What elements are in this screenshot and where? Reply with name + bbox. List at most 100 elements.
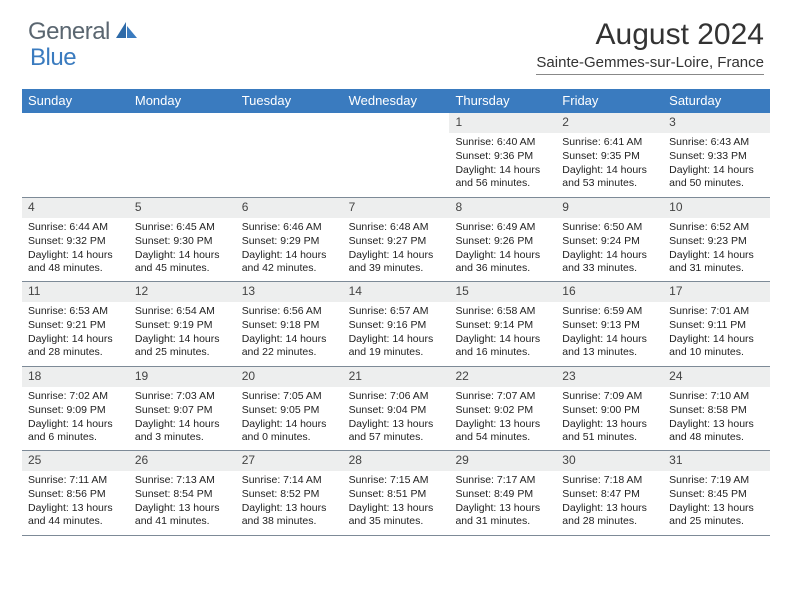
day-body: Sunrise: 7:18 AMSunset: 8:47 PMDaylight:… <box>556 471 663 535</box>
sunset-line: Sunset: 9:14 PM <box>455 319 550 332</box>
day-number: 7 <box>343 198 450 218</box>
sunrise-line: Sunrise: 6:46 AM <box>242 221 337 234</box>
day-body: Sunrise: 7:05 AMSunset: 9:05 PMDaylight:… <box>236 387 343 451</box>
day-header: Wednesday <box>343 89 450 113</box>
day-number: 14 <box>343 282 450 302</box>
day-cell: 12Sunrise: 6:54 AMSunset: 9:19 PMDayligh… <box>129 282 236 366</box>
sunrise-line: Sunrise: 6:56 AM <box>242 305 337 318</box>
daylight-line: Daylight: 14 hours and 33 minutes. <box>562 249 657 275</box>
sunset-line: Sunset: 9:21 PM <box>28 319 123 332</box>
daylight-line: Daylight: 14 hours and 0 minutes. <box>242 418 337 444</box>
location-label: Sainte-Gemmes-sur-Loire, France <box>536 54 764 75</box>
week-row: 1Sunrise: 6:40 AMSunset: 9:36 PMDaylight… <box>22 113 770 198</box>
day-body: Sunrise: 6:45 AMSunset: 9:30 PMDaylight:… <box>129 218 236 282</box>
sunset-line: Sunset: 9:36 PM <box>455 150 550 163</box>
sunrise-line: Sunrise: 6:57 AM <box>349 305 444 318</box>
logo: General <box>28 18 142 46</box>
day-body: Sunrise: 7:10 AMSunset: 8:58 PMDaylight:… <box>663 387 770 451</box>
day-number: 28 <box>343 451 450 471</box>
day-cell: 24Sunrise: 7:10 AMSunset: 8:58 PMDayligh… <box>663 367 770 451</box>
day-header: Thursday <box>449 89 556 113</box>
day-number: 4 <box>22 198 129 218</box>
day-cell: 14 Sunrise: 6:57 AMSunset: 9:16 PMDayligh… <box>343 282 450 366</box>
sunrise-line: Sunrise: 6:43 AM <box>669 136 764 149</box>
daylight-line: Daylight: 13 hours and 48 minutes. <box>669 418 764 444</box>
sunset-line: Sunset: 9:27 PM <box>349 235 444 248</box>
day-number: 21 <box>343 367 450 387</box>
day-cell: 22Sunrise: 7:07 AMSunset: 9:02 PMDayligh… <box>449 367 556 451</box>
day-cell: 17Sunrise: 7:01 AMSunset: 9:11 PMDayligh… <box>663 282 770 366</box>
sunrise-line: Sunrise: 7:02 AM <box>28 390 123 403</box>
day-cell: 6Sunrise: 6:46 AMSunset: 9:29 PMDaylight… <box>236 198 343 282</box>
day-number: 8 <box>449 198 556 218</box>
day-header-row: SundayMondayTuesdayWednesdayThursdayFrid… <box>22 89 770 113</box>
sunrise-line: Sunrise: 7:13 AM <box>135 474 230 487</box>
day-cell: 7Sunrise: 6:48 AMSunset: 9:27 PMDaylight… <box>343 198 450 282</box>
week-row: 4Sunrise: 6:44 AMSunset: 9:32 PMDaylight… <box>22 198 770 283</box>
day-body: Sunrise: 6:40 AMSunset: 9:36 PMDaylight:… <box>449 133 556 197</box>
day-header: Monday <box>129 89 236 113</box>
sunrise-line: Sunrise: 6:59 AM <box>562 305 657 318</box>
daylight-line: Daylight: 13 hours and 41 minutes. <box>135 502 230 528</box>
day-header: Saturday <box>663 89 770 113</box>
day-body: Sunrise: 6:58 AMSunset: 9:14 PMDaylight:… <box>449 302 556 366</box>
day-number: 26 <box>129 451 236 471</box>
sunrise-line: Sunrise: 6:41 AM <box>562 136 657 149</box>
day-body: Sunrise: 7:02 AMSunset: 9:09 PMDaylight:… <box>22 387 129 451</box>
sunrise-line: Sunrise: 7:10 AM <box>669 390 764 403</box>
daylight-line: Daylight: 14 hours and 48 minutes. <box>28 249 123 275</box>
day-number: 15 <box>449 282 556 302</box>
sunset-line: Sunset: 9:07 PM <box>135 404 230 417</box>
day-number: 5 <box>129 198 236 218</box>
sunrise-line: Sunrise: 7:09 AM <box>562 390 657 403</box>
sunrise-line: Sunrise: 6:50 AM <box>562 221 657 234</box>
daylight-line: Daylight: 14 hours and 53 minutes. <box>562 164 657 190</box>
day-header: Sunday <box>22 89 129 113</box>
daylight-line: Daylight: 14 hours and 3 minutes. <box>135 418 230 444</box>
day-number: 9 <box>556 198 663 218</box>
daylight-line: Daylight: 14 hours and 6 minutes. <box>28 418 123 444</box>
day-number: 24 <box>663 367 770 387</box>
sunrise-line: Sunrise: 6:49 AM <box>455 221 550 234</box>
sunset-line: Sunset: 9:16 PM <box>349 319 444 332</box>
daylight-line: Daylight: 13 hours and 57 minutes. <box>349 418 444 444</box>
day-body: Sunrise: 6:59 AMSunset: 9:13 PMDaylight:… <box>556 302 663 366</box>
day-body: Sunrise: 6:49 AMSunset: 9:26 PMDaylight:… <box>449 218 556 282</box>
day-number: 19 <box>129 367 236 387</box>
day-body: Sunrise: 6:43 AMSunset: 9:33 PMDaylight:… <box>663 133 770 197</box>
day-body: Sunrise: 7:14 AMSunset: 8:52 PMDaylight:… <box>236 471 343 535</box>
week-row: 25Sunrise: 7:11 AMSunset: 8:56 PMDayligh… <box>22 451 770 536</box>
month-title: August 2024 <box>536 18 764 52</box>
daylight-line: Daylight: 13 hours and 51 minutes. <box>562 418 657 444</box>
page-header: General August 2024 Sainte-Gemmes-sur-Lo… <box>0 0 792 83</box>
day-cell: 11Sunrise: 6:53 AMSunset: 9:21 PMDayligh… <box>22 282 129 366</box>
sunset-line: Sunset: 8:56 PM <box>28 488 123 501</box>
sunrise-line: Sunrise: 6:45 AM <box>135 221 230 234</box>
sunrise-line: Sunrise: 6:53 AM <box>28 305 123 318</box>
daylight-line: Daylight: 13 hours and 31 minutes. <box>455 502 550 528</box>
sunset-line: Sunset: 8:52 PM <box>242 488 337 501</box>
day-number: 16 <box>556 282 663 302</box>
day-body: Sunrise: 7:13 AMSunset: 8:54 PMDaylight:… <box>129 471 236 535</box>
day-header: Friday <box>556 89 663 113</box>
day-number: 18 <box>22 367 129 387</box>
calendar: SundayMondayTuesdayWednesdayThursdayFrid… <box>22 89 770 536</box>
day-number: 11 <box>22 282 129 302</box>
daylight-line: Daylight: 14 hours and 16 minutes. <box>455 333 550 359</box>
day-body: Sunrise: 6:50 AMSunset: 9:24 PMDaylight:… <box>556 218 663 282</box>
day-number: 30 <box>556 451 663 471</box>
sunset-line: Sunset: 9:11 PM <box>669 319 764 332</box>
daylight-line: Daylight: 14 hours and 19 minutes. <box>349 333 444 359</box>
logo-text-blue: Blue <box>30 44 76 71</box>
day-cell: 25Sunrise: 7:11 AMSunset: 8:56 PMDayligh… <box>22 451 129 535</box>
day-body: Sunrise: 7:07 AMSunset: 9:02 PMDaylight:… <box>449 387 556 451</box>
week-row: 11 Sunrise: 6:53 AMSunset: 9:21 PM Dayligh… <box>22 282 770 367</box>
day-body: Sunrise: 7:01 AMSunset: 9:11 PMDaylight:… <box>663 302 770 366</box>
day-body: Sunrise: 7:15 AMSunset: 8:51 PMDaylight:… <box>343 471 450 535</box>
day-body: Sunrise: 7:11 AMSunset: 8:56 PMDaylight:… <box>22 471 129 535</box>
day-number: 29 <box>449 451 556 471</box>
day-cell: 26Sunrise: 7:13 AMSunset: 8:54 PMDayligh… <box>129 451 236 535</box>
sunset-line: Sunset: 8:54 PM <box>135 488 230 501</box>
sunrise-line: Sunrise: 7:18 AM <box>562 474 657 487</box>
sunrise-line: Sunrise: 7:19 AM <box>669 474 764 487</box>
